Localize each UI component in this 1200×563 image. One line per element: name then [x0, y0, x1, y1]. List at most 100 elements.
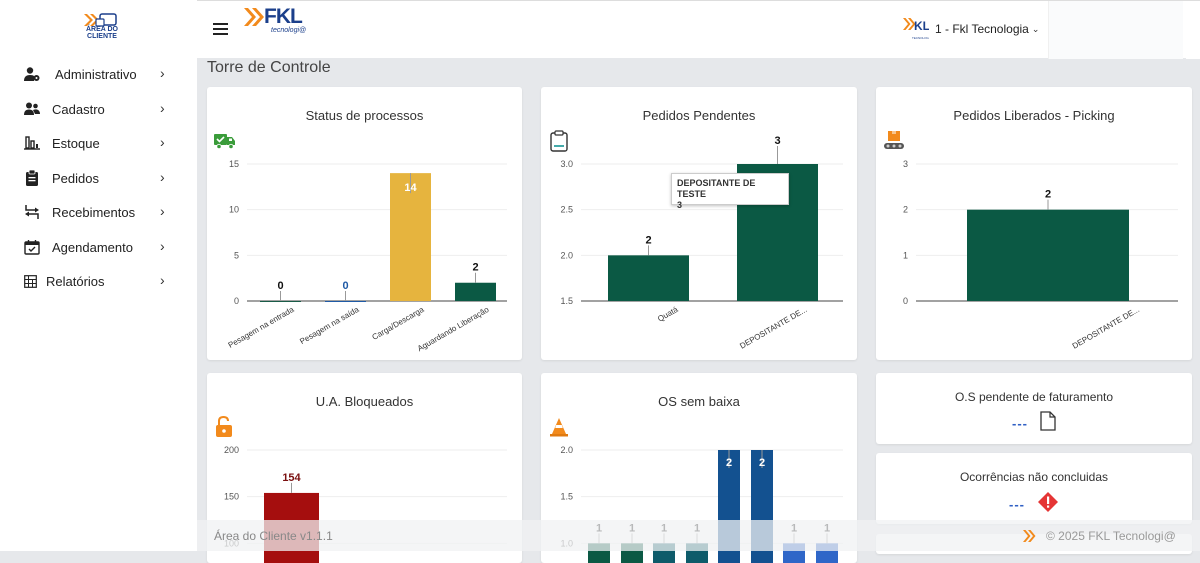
card-title: Pedidos Liberados - Picking — [953, 108, 1115, 123]
data-label: 2 — [1045, 189, 1051, 201]
data-label: 0 — [277, 280, 283, 292]
sidebar-item-estoque[interactable]: Estoque › — [0, 128, 197, 158]
chevron-right-icon: › — [160, 134, 165, 150]
sidebar-item-label: Agendamento — [52, 239, 133, 255]
company-name: 1 - Fkl Tecnologia — [935, 22, 1029, 36]
x-tick-label: Carga/Descarga — [371, 305, 426, 342]
y-tick-label: 2.0 — [560, 250, 573, 260]
logo-text: FKL — [264, 5, 303, 28]
fkl-arrows-icon — [1023, 529, 1037, 547]
sidebar-item-relatorios[interactable]: Relatórios › — [0, 266, 197, 296]
page-title: Torre de Controle — [207, 59, 331, 76]
user-group-icon — [23, 100, 41, 118]
fkl-logo[interactable]: FKL tecnologi@ — [244, 5, 306, 35]
hamburger-menu-icon[interactable] — [213, 23, 228, 35]
calendar-check-icon — [23, 238, 41, 256]
y-tick-label: 1.5 — [560, 296, 573, 306]
svg-text:KL: KL — [914, 19, 929, 33]
data-label: 2 — [645, 234, 651, 246]
tooltip-value: 3 — [677, 200, 683, 210]
y-tick-label: 1 — [903, 250, 908, 260]
card-title: O.S pendente de faturamento — [954, 390, 1114, 404]
users-cog-icon — [23, 65, 41, 83]
data-label: 3 — [774, 135, 780, 147]
status-chart: 0 5 10 15 0 0 14 2 Pesagem na entrada Pesagem na … — [227, 159, 507, 354]
truck-check-icon — [214, 132, 235, 152]
sidebar-item-agendamento[interactable]: Agendamento › — [0, 232, 197, 262]
data-label: 2 — [472, 262, 478, 274]
x-tick-label: Quatá — [656, 305, 680, 324]
x-tick-label: DEPOSITANTE DE... — [738, 305, 808, 351]
traffic-cone-icon — [549, 417, 569, 437]
bar — [967, 209, 1129, 301]
sidebar-item-label: Pedidos — [52, 170, 99, 186]
warning-diamond-icon — [1037, 491, 1059, 518]
bar — [455, 282, 496, 301]
sidebar-item-label: Cadastro — [52, 101, 105, 117]
sidebar-item-cadastro[interactable]: Cadastro › — [0, 94, 197, 124]
sidebar-item-label: Estoque — [52, 135, 100, 151]
y-tick-label: 0 — [234, 296, 239, 306]
top-bar: FKL tecnologi@ KL TECNOLOG 1 - Fkl Tecno… — [197, 0, 1200, 59]
y-tick-label: 2.0 — [560, 445, 573, 455]
x-tick-label: Aguardando Liberação — [416, 305, 491, 354]
unlock-icon — [215, 415, 235, 437]
y-tick-label: 3.0 — [560, 159, 573, 169]
company-selector[interactable]: KL TECNOLOG 1 - Fkl Tecnologia ⌄ — [903, 15, 1039, 43]
stat-value: --- — [1012, 416, 1028, 431]
chevron-right-icon: › — [160, 100, 165, 116]
transfer-icon — [23, 203, 41, 221]
x-tick-label: Pesagem na entrada — [227, 305, 296, 350]
sidebar-item-label: Recebimentos — [52, 204, 136, 220]
y-tick-label: 200 — [224, 445, 239, 455]
data-label: 2 — [759, 457, 765, 469]
chevron-right-icon: › — [160, 65, 165, 81]
y-tick-label: 10 — [229, 205, 239, 215]
company-logo-subtext: TECNOLOG — [912, 36, 929, 40]
sidebar: ÁREA DO CLIENTE Administrativo › Cadastro… — [0, 0, 197, 551]
card-title: Ocorrências não concluidas — [959, 470, 1109, 484]
sidebar-item-label: Relatórios — [46, 273, 105, 289]
area-do-cliente-logo[interactable]: ÁREA DO CLIENTE — [82, 12, 122, 48]
card-os-faturamento[interactable]: O.S pendente de faturamento --- — [876, 373, 1192, 444]
sidebar-item-pedidos[interactable]: Pedidos › — [0, 163, 197, 193]
logo-arrows-icon — [84, 13, 117, 27]
logo-text-2: CLIENTE — [87, 33, 117, 40]
y-tick-label: 5 — [234, 250, 239, 260]
card-ocorrencias[interactable]: Ocorrências não concluidas --- — [876, 453, 1192, 524]
card-title: U.A. Bloqueados — [315, 394, 414, 409]
conveyor-box-icon — [883, 131, 904, 151]
card-status-processos: Status de processos 0 5 10 15 0 0 14 2 Pesagem n… — [207, 87, 522, 360]
bar — [390, 173, 431, 301]
chevron-right-icon: › — [160, 272, 165, 288]
card-title: OS sem baixa — [658, 394, 740, 409]
x-tick-label: DEPOSITANTE DE... — [1071, 305, 1141, 351]
data-label: 14 — [404, 182, 417, 194]
clipboard-list-icon — [550, 130, 570, 152]
card-title: Pedidos Pendentes — [642, 108, 756, 123]
copyright: © 2025 FKL Tecnologi@ — [1046, 529, 1176, 543]
card-pedidos-liberados: Pedidos Liberados - Picking 0 1 2 3 2 DEPOSIT… — [876, 87, 1192, 360]
data-label: 2 — [726, 457, 732, 469]
chevron-right-icon: › — [160, 203, 165, 219]
sidebar-item-label: Administrativo — [55, 66, 137, 82]
pedidos-liberados-chart: 0 1 2 3 2 DEPOSITANTE DE... — [903, 159, 1178, 351]
y-tick-label: 2 — [903, 205, 908, 215]
chart-tooltip: DEPOSITANTE DE TESTE 3 — [671, 173, 789, 210]
bar — [608, 255, 689, 301]
bar-chart-icon — [23, 134, 41, 152]
logo-subtext: tecnologi@ — [271, 27, 307, 34]
sidebar-item-administrativo[interactable]: Administrativo › — [0, 59, 197, 89]
data-label: 154 — [282, 472, 301, 484]
y-tick-label: 15 — [229, 159, 239, 169]
y-tick-label: 150 — [224, 492, 239, 502]
fkl-arrows-icon — [244, 8, 264, 26]
sidebar-item-recebimentos[interactable]: Recebimentos › — [0, 197, 197, 227]
y-tick-label: 3 — [903, 159, 908, 169]
topbar-panel — [1048, 1, 1183, 59]
bar — [325, 301, 366, 302]
bar — [260, 301, 301, 302]
tooltip-label: DEPOSITANTE DE TESTE — [677, 178, 756, 199]
y-tick-label: 2.5 — [560, 205, 573, 215]
app-version: Área do Cliente v1.1.1 — [214, 529, 333, 543]
